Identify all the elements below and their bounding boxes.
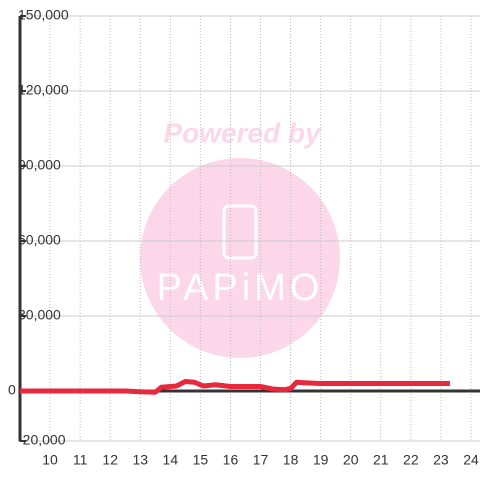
x-tick-label: 20 (343, 452, 359, 468)
y-tick-label: -20,000 (18, 432, 66, 448)
x-tick-label: 23 (433, 452, 449, 468)
x-tick-label: 15 (193, 452, 209, 468)
x-tick-label: 11 (73, 452, 88, 468)
x-tick-label: 14 (163, 452, 179, 468)
watermark-text: Powered by (163, 117, 322, 148)
y-tick-label: 0 (8, 382, 16, 398)
x-tick-label: 12 (102, 452, 118, 468)
x-tick-label: 22 (403, 452, 419, 468)
x-tick-label: 10 (42, 452, 58, 468)
y-tick-label: 30,000 (18, 307, 61, 323)
watermark-icon (222, 204, 258, 260)
x-tick-label: 16 (223, 452, 239, 468)
y-tick-label: 90,000 (18, 157, 61, 173)
x-tick-label: 13 (132, 452, 148, 468)
y-tick-label: 150,000 (18, 7, 69, 23)
x-tick-label: 21 (373, 452, 389, 468)
y-tick-label: 120,000 (18, 82, 69, 98)
x-tick-label: 24 (463, 452, 479, 468)
y-tick-label: 60,000 (18, 232, 61, 248)
x-tick-label: 19 (313, 452, 329, 468)
line (20, 379, 450, 395)
watermark-brand: PAPiMO (157, 267, 324, 309)
x-tick-label: 17 (253, 452, 269, 468)
x-tick-label: 18 (283, 452, 299, 468)
